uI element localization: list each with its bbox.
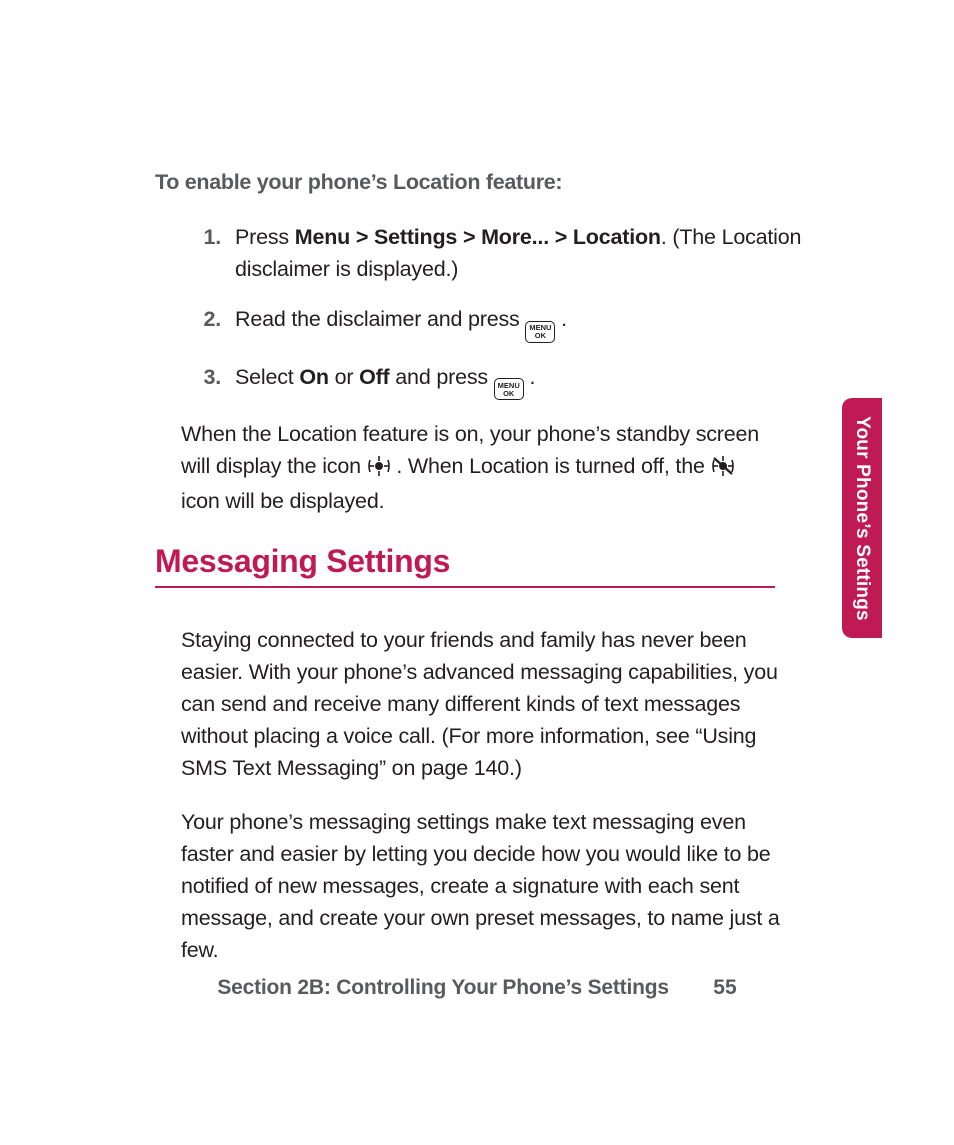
footer-text: Section 2B: Controlling Your Phone’s Set… [217,976,668,999]
lead-heading: To enable your phone’s Location feature: [155,170,854,195]
text: . [555,307,567,331]
section-heading: Messaging Settings [155,543,775,588]
option-off: Off [359,365,389,389]
text: Select [235,365,299,389]
text: . [524,365,536,389]
messaging-paragraph-1: Staying connected to your friends and fa… [181,624,801,784]
step-number: 3. [199,361,221,393]
step-body: Select On or Off and press MENUOK . [235,361,854,401]
step-1: 1. Press Menu > Settings > More... > Loc… [199,221,854,285]
text: Press [235,225,295,249]
step-number: 1. [199,221,221,253]
step-2: 2. Read the disclaimer and press MENUOK … [199,303,854,343]
side-tab-label: Your Phone’s Settings [851,416,873,621]
text: . When Location is turned off, the [396,454,710,478]
page-footer: Section 2B: Controlling Your Phone’s Set… [0,976,954,1000]
text: icon will be displayed. [181,489,384,513]
side-tab: Your Phone’s Settings [842,398,882,638]
location-on-icon [367,453,391,485]
step-3: 3. Select On or Off and press MENUOK . [199,361,854,401]
step-body: Press Menu > Settings > More... > Locati… [235,221,854,285]
menu-path: Menu > Settings > More... > Location [295,225,661,249]
option-on: On [299,365,328,389]
location-off-icon [711,453,735,485]
text: Read the disclaimer and press [235,307,525,331]
step-body: Read the disclaimer and press MENUOK . [235,303,854,343]
menu-ok-key-icon: MENUOK [525,321,555,343]
steps-list: 1. Press Menu > Settings > More... > Loc… [155,221,854,400]
messaging-paragraph-2: Your phone’s messaging settings make tex… [181,806,801,966]
key-bottom: OK [535,332,546,340]
menu-ok-key-icon: MENUOK [494,378,524,400]
text: or [329,365,359,389]
text: and press [390,365,494,389]
manual-page: To enable your phone’s Location feature:… [0,0,954,1145]
step-number: 2. [199,303,221,335]
page-number: 55 [713,976,736,999]
key-bottom: OK [503,390,514,398]
location-paragraph: When the Location feature is on, your ph… [181,418,771,517]
